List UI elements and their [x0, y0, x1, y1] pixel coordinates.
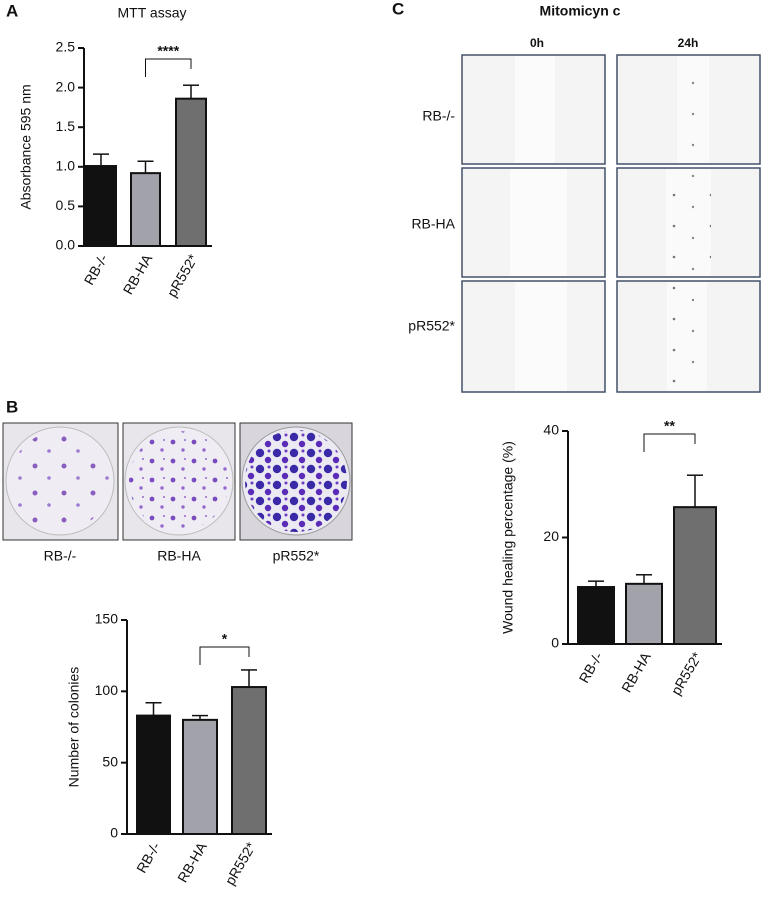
y-tick-label: 20: [543, 528, 559, 544]
panel-title: Mitomicyn c: [540, 3, 621, 19]
wound-gap: [677, 56, 709, 163]
x-tick-label: RB-/-: [576, 649, 606, 686]
colonies: [245, 430, 347, 532]
bar: [673, 506, 717, 645]
x-tick-label: pR552*: [222, 839, 259, 888]
x-tick-label: RB-/-: [81, 251, 111, 288]
x-tick-label: pR552*: [668, 649, 705, 698]
colonies: [10, 431, 110, 531]
y-tick-label: 1.0: [56, 158, 76, 174]
significance-label: **: [664, 418, 675, 434]
bar: [175, 97, 207, 247]
column-label: 24h: [678, 36, 699, 50]
bar: [85, 165, 117, 247]
significance-bracket: [643, 433, 696, 452]
x-tick-label: pR552*: [164, 251, 201, 300]
bar: [231, 686, 267, 836]
y-tick-label: 0.5: [56, 197, 76, 213]
colonies: [129, 431, 229, 531]
x-tick-label: RB-/-: [133, 839, 163, 876]
photo-label: pR552*: [273, 548, 320, 564]
panel-letter: B: [6, 397, 18, 416]
wound-gap: [515, 56, 555, 163]
wound-gap: [666, 169, 711, 276]
significance-bracket: [199, 646, 250, 665]
y-tick-label: 40: [543, 422, 559, 438]
panel-letter: C: [392, 0, 404, 18]
bar: [625, 582, 663, 646]
column-label: 0h: [530, 36, 544, 50]
y-tick-label: 0: [551, 635, 559, 651]
significance-label: *: [222, 631, 228, 647]
wound-photos: [461, 54, 761, 393]
x-tick-label: RB-HA: [120, 251, 156, 297]
bar: [136, 714, 171, 835]
bar: [182, 718, 218, 835]
row-label: pR552*: [408, 318, 455, 334]
wound-gap: [510, 169, 567, 276]
y-tick-label: 1.5: [56, 118, 76, 134]
photo-label: RB-HA: [157, 548, 201, 564]
wound-gap: [515, 282, 567, 391]
significance-label: ****: [157, 43, 179, 59]
y-axis-label: Number of colonies: [66, 667, 82, 788]
y-axis-label: Wound healing percentage (%): [500, 441, 516, 634]
bar: [130, 172, 161, 247]
y-tick-label: 2.0: [56, 78, 76, 94]
x-tick-label: RB-HA: [174, 839, 210, 885]
bar: [577, 586, 615, 646]
wound-gap: [667, 282, 707, 391]
y-tick-label: 150: [95, 611, 119, 627]
panel-letter: A: [6, 1, 18, 20]
row-label: RB-/-: [422, 108, 455, 124]
photo-label: RB-/-: [44, 548, 77, 564]
y-tick-label: 0: [110, 825, 118, 841]
significance-bracket: [145, 58, 192, 77]
row-label: RB-HA: [411, 216, 455, 232]
y-tick-label: 2.5: [56, 39, 76, 55]
x-tick-label: RB-HA: [618, 649, 654, 695]
chart-title: MTT assay: [118, 5, 187, 21]
y-tick-label: 0.0: [56, 237, 76, 253]
colony-photos: [2, 422, 353, 541]
y-tick-label: 50: [102, 753, 118, 769]
y-tick-label: 100: [95, 682, 119, 698]
y-axis-label: Absorbance 595 nm: [18, 84, 34, 209]
